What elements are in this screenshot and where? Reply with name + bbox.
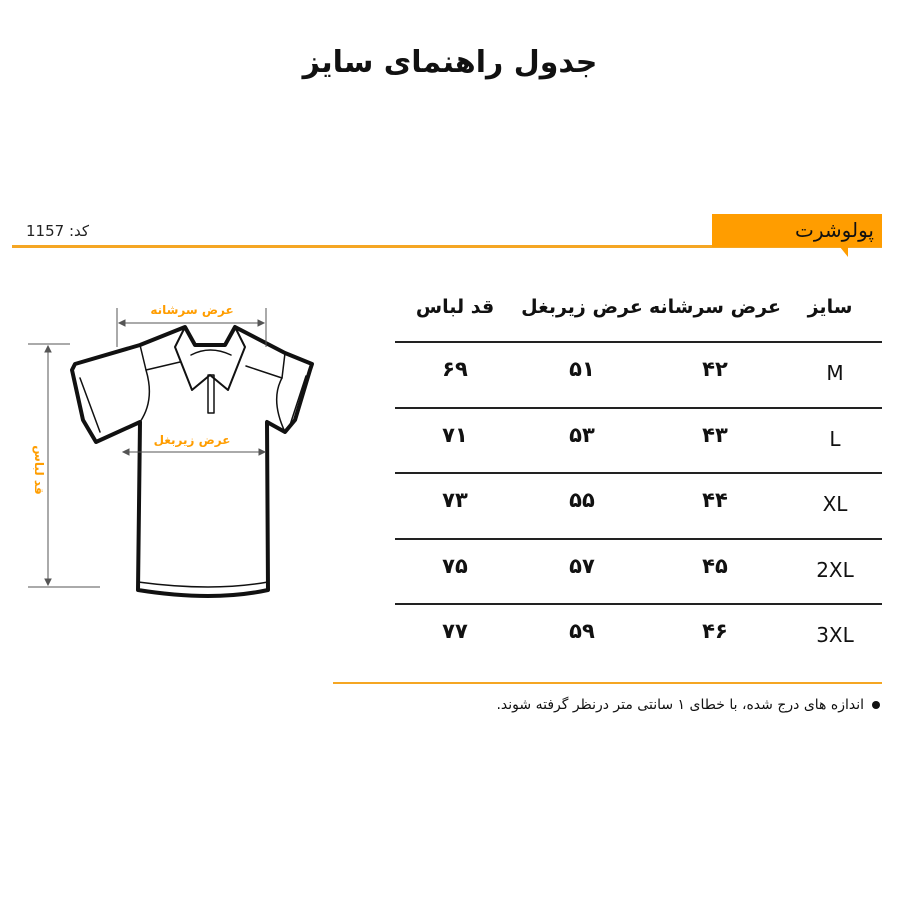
row-divider <box>395 537 882 540</box>
table-cell-size: L <box>829 426 841 451</box>
table-cell-size: XL <box>822 492 848 516</box>
table-cell: ۷۱ <box>442 422 468 447</box>
table-cell: ۵۳ <box>569 422 595 447</box>
table-cell-size: 2XL <box>816 557 854 582</box>
row-divider <box>395 603 882 605</box>
table-cell: ۷۳ <box>442 488 468 512</box>
header-chest-width: عرض زیربغل <box>521 296 643 318</box>
table-cell: ۵۹ <box>569 619 595 643</box>
table-cell: ۷۵ <box>442 553 468 578</box>
category-label: پولوشرت <box>795 218 874 242</box>
shirt-outline <box>70 325 314 598</box>
bullet-icon <box>872 701 880 709</box>
row-divider <box>395 341 882 343</box>
table-cell-size: M <box>826 361 844 385</box>
table-cell: ۵۵ <box>569 488 595 512</box>
table-cell-size: 3XL <box>816 623 854 647</box>
table-cell: ۵۱ <box>569 357 595 381</box>
table-cell: ۴۵ <box>702 553 728 578</box>
header-size: سایز <box>807 296 853 318</box>
header-divider <box>12 245 882 248</box>
table-cell: ۷۷ <box>442 619 468 643</box>
table-cell: ۴۳ <box>702 422 728 447</box>
note-text: اندازه های درج شده، با خطای ۱ سانتی متر … <box>496 697 864 713</box>
shoulder-width-label: عرض سرشانه <box>150 303 233 317</box>
table-bottom-divider <box>333 682 882 684</box>
polo-shirt-diagram: عرض سرشانه عرض زیربغل قد لباس <box>28 303 314 598</box>
table-cell: ۶۹ <box>442 357 468 381</box>
table-cell: ۴۶ <box>702 619 728 643</box>
note: اندازه های درج شده، با خطای ۱ سانتی متر … <box>496 697 880 713</box>
header-shoulder-width: عرض سرشانه <box>649 296 781 318</box>
row-divider <box>395 406 882 409</box>
product-code: کد: 1157 <box>26 222 90 240</box>
length-label: قد لباس <box>32 445 46 494</box>
row-divider <box>395 472 882 474</box>
table-cell: ۴۲ <box>702 357 728 381</box>
header-length: قد لباس <box>415 296 495 318</box>
table-cell: ۵۷ <box>569 553 595 578</box>
table-cell: ۴۴ <box>702 488 728 512</box>
tab-pointer <box>840 247 848 257</box>
category-tab: پولوشرت <box>712 214 882 247</box>
page-title: جدول راهنمای سایز <box>302 45 598 80</box>
chest-width-label: عرض زیربغل <box>154 433 231 447</box>
